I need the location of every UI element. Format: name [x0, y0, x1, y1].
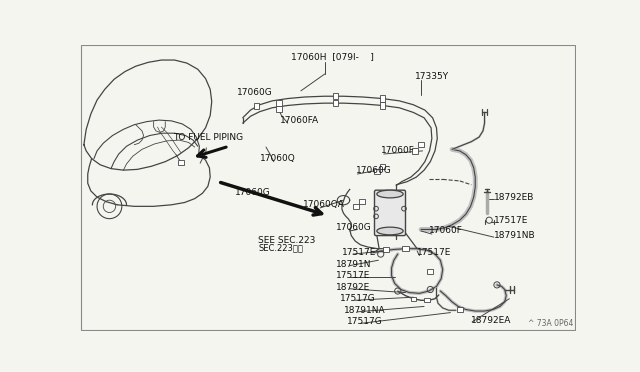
Bar: [403, 246, 408, 251]
Bar: [428, 269, 433, 274]
Bar: [333, 93, 339, 99]
Text: 18791N: 18791N: [336, 260, 371, 269]
Text: 17060F: 17060F: [429, 227, 463, 235]
Text: 17517E: 17517E: [494, 216, 528, 225]
Bar: [410, 297, 416, 301]
Bar: [412, 148, 418, 154]
Text: 18791NB: 18791NB: [494, 231, 536, 240]
Text: SEC.223参照: SEC.223参照: [259, 243, 303, 253]
Text: 18791NA: 18791NA: [344, 306, 385, 315]
Text: 18792EB: 18792EB: [494, 193, 534, 202]
Bar: [254, 103, 259, 109]
Bar: [418, 142, 424, 147]
Text: ^ 73A 0P64: ^ 73A 0P64: [528, 319, 573, 328]
Text: 17060G: 17060G: [356, 166, 392, 176]
Bar: [178, 160, 184, 165]
Text: SEE SEC.223: SEE SEC.223: [259, 237, 316, 246]
Text: 17060G: 17060G: [336, 224, 371, 232]
Text: 17517E: 17517E: [336, 271, 370, 280]
Ellipse shape: [377, 227, 403, 235]
Text: 17060QA: 17060QA: [303, 200, 345, 209]
Bar: [374, 169, 380, 174]
Text: 17060F: 17060F: [381, 147, 415, 155]
Text: 17517E: 17517E: [417, 248, 451, 257]
Bar: [424, 298, 430, 302]
Text: 17517G: 17517G: [340, 294, 376, 303]
Text: 17060G: 17060G: [235, 188, 271, 197]
Text: 17517G: 17517G: [348, 317, 383, 326]
Bar: [457, 307, 463, 312]
Text: TO FUEL PIPING: TO FUEL PIPING: [173, 132, 243, 141]
Text: 17517E: 17517E: [342, 248, 376, 257]
Bar: [276, 100, 282, 106]
FancyBboxPatch shape: [374, 190, 406, 235]
Bar: [380, 164, 385, 169]
Text: 18792EA: 18792EA: [472, 316, 512, 325]
Bar: [353, 203, 358, 209]
Ellipse shape: [377, 190, 403, 198]
Bar: [380, 96, 385, 102]
Bar: [360, 199, 365, 205]
Text: 17060Q: 17060Q: [260, 154, 296, 163]
Text: 18792E: 18792E: [336, 283, 370, 292]
Bar: [276, 106, 282, 112]
Text: 17335Y: 17335Y: [415, 73, 449, 81]
Text: 17060G: 17060G: [237, 88, 272, 97]
Text: 17060H  [079I-    ]: 17060H [079I- ]: [291, 52, 374, 61]
Text: 17060FA: 17060FA: [280, 116, 319, 125]
Bar: [333, 100, 339, 106]
Bar: [383, 247, 389, 252]
Bar: [380, 102, 385, 109]
